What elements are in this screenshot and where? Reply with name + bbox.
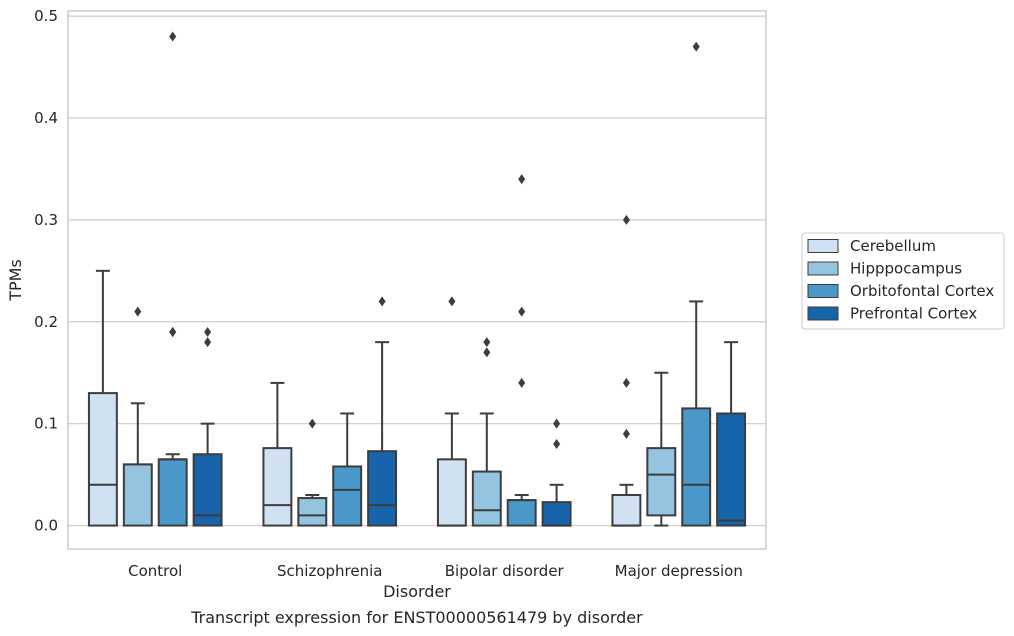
x-axis-label: Disorder — [383, 582, 451, 601]
outlier-point — [483, 347, 491, 358]
x-tick-label: Bipolar disorder — [445, 562, 565, 580]
x-tick-label: Control — [128, 562, 182, 580]
legend-swatch — [807, 306, 839, 321]
legend-swatch — [807, 261, 839, 276]
box-1-1 — [297, 418, 328, 527]
box-3-0 — [611, 214, 642, 527]
legend-frame — [801, 232, 1005, 330]
y-axis-label: TPMs — [6, 259, 25, 302]
y-tick-label: 0.1 — [34, 415, 58, 433]
outlier-point — [553, 418, 561, 429]
box-body — [87, 392, 118, 527]
outlier-point — [378, 296, 386, 307]
outlier-point — [622, 377, 630, 388]
box-3-1 — [646, 371, 677, 527]
box-2-1 — [471, 337, 502, 527]
legend-label: Cerebellum — [850, 237, 936, 255]
outlier-point — [483, 337, 491, 348]
box-1-0 — [262, 381, 293, 527]
box-body — [436, 458, 467, 527]
outlier-point — [692, 41, 700, 52]
outlier-point — [169, 31, 177, 42]
box-0-1 — [122, 306, 153, 527]
y-tick-label: 0.4 — [34, 109, 58, 127]
box-body — [297, 497, 328, 527]
box-body — [157, 458, 188, 527]
outlier-point — [518, 174, 526, 185]
box-body — [122, 463, 153, 527]
box-0-3 — [192, 326, 223, 527]
outlier-point — [622, 214, 630, 225]
legend: Cerebellum Hipppocampus Orbitofontal Corte… — [801, 232, 1005, 330]
box-0-2 — [157, 31, 188, 527]
box-3-2 — [681, 41, 712, 527]
plot-area-frame — [67, 10, 767, 550]
y-tick-label: 0.2 — [34, 313, 58, 331]
box-0-0 — [87, 269, 118, 527]
box-body — [262, 447, 293, 527]
legend-label: Prefrontal Cortex — [850, 305, 977, 323]
box-body — [541, 501, 572, 527]
chart-caption: Transcript expression for ENST0000056147… — [190, 608, 643, 627]
box-body — [192, 453, 223, 527]
outlier-point — [553, 439, 561, 450]
box-2-0 — [436, 296, 467, 527]
box-1-3 — [367, 296, 398, 527]
box-body — [367, 450, 398, 527]
outlier-point — [308, 418, 316, 429]
outlier-point — [518, 306, 526, 317]
y-tick-label: 0.5 — [34, 7, 58, 25]
box-body — [681, 407, 712, 527]
outlier-point — [518, 377, 526, 388]
legend-swatch — [807, 239, 839, 253]
box-3-3 — [716, 341, 747, 527]
box-body — [506, 499, 537, 527]
outlier-point — [134, 306, 142, 317]
x-tick-label: Major depression — [615, 562, 743, 580]
legend-swatch — [807, 284, 839, 298]
box-body — [471, 470, 502, 527]
legend-label: Orbitofontal Cortex — [850, 282, 994, 300]
box-body — [611, 493, 642, 527]
legend-label: Hipppocampus — [850, 260, 962, 278]
outlier-point — [204, 337, 212, 348]
y-tick-labels: 0.0 0.1 0.2 0.3 0.4 0.5 — [34, 7, 58, 534]
box-body — [716, 412, 747, 527]
x-tick-labels: Control Schizophrenia Bipolar disorder Majo… — [128, 562, 743, 580]
box-layer — [87, 31, 747, 527]
gridlines — [68, 15, 766, 527]
outlier-point — [448, 296, 456, 307]
box-2-2 — [506, 174, 537, 527]
outlier-point — [169, 326, 177, 337]
x-tick-label: Schizophrenia — [277, 562, 382, 580]
outlier-point — [622, 428, 630, 439]
box-2-3 — [541, 418, 572, 527]
outlier-point — [204, 326, 212, 337]
y-tick-label: 0.0 — [34, 517, 58, 535]
y-tick-label: 0.3 — [34, 211, 58, 229]
box-body — [332, 465, 363, 527]
box-1-2 — [332, 412, 363, 527]
box-body — [646, 447, 677, 517]
